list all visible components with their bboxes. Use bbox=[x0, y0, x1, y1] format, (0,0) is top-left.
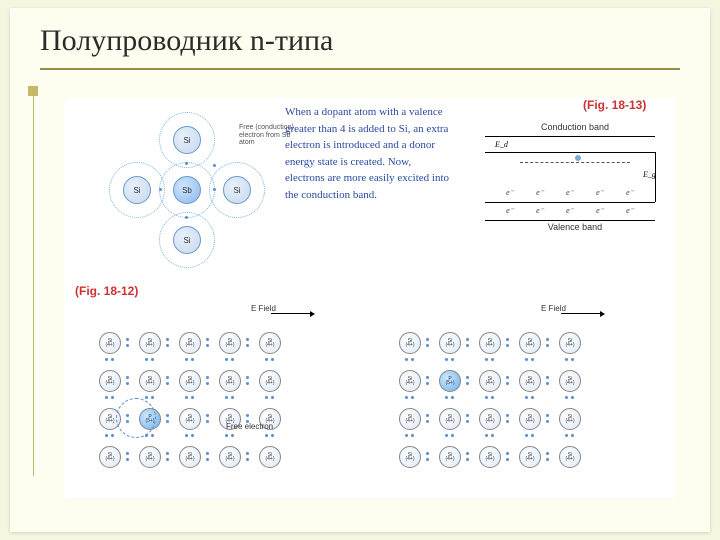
lattice-si-atom: Si(4+) bbox=[399, 332, 421, 354]
lattice-si-atom: Si(4+) bbox=[559, 408, 581, 430]
lattice-si-atom: Si(4+) bbox=[139, 332, 161, 354]
lattice-si-atom: Si(4+) bbox=[259, 370, 281, 392]
lattice-si-atom: Si(4+) bbox=[139, 446, 161, 468]
lattice-si-atom: Si(4+) bbox=[519, 408, 541, 430]
lattice-si-atom: Si(4+) bbox=[439, 446, 461, 468]
lattice-si-atom: Si(4+) bbox=[99, 370, 121, 392]
lattice-si-atom: Si(4+) bbox=[179, 446, 201, 468]
title-underline bbox=[40, 68, 680, 70]
lattice-si-atom: Si(4+) bbox=[479, 408, 501, 430]
lattice-si-atom: Si(4+) bbox=[219, 446, 241, 468]
field-label-right: E Field bbox=[541, 304, 566, 313]
lattice-si-atom: Si(4+) bbox=[519, 446, 541, 468]
lattice-si-atom: Si(4+) bbox=[219, 332, 241, 354]
right-atom: Si bbox=[223, 176, 251, 204]
band-diagram: Conduction band E_d E_g e⁻e⁻e⁻e⁻e⁻ e⁻e⁻e… bbox=[465, 122, 665, 252]
left-atom: Si bbox=[123, 176, 151, 204]
field-arrow-right bbox=[561, 313, 601, 314]
lattice-dopant-atom: P(5+) bbox=[439, 370, 461, 392]
top-atom: Si bbox=[173, 126, 201, 154]
lattice-si-atom: Si(4+) bbox=[99, 446, 121, 468]
lattice-si-atom: Si(4+) bbox=[479, 332, 501, 354]
lattice-diagrams: E Field E Field Si(4+)Si(4+)Si(4+)Si(4+)… bbox=[71, 316, 671, 491]
donor-electron-dot bbox=[575, 155, 581, 161]
lattice-si-atom: Si(4+) bbox=[559, 446, 581, 468]
valence-band-label: Valence band bbox=[505, 222, 645, 232]
valence-electrons-row1: e⁻e⁻e⁻e⁻e⁻ bbox=[495, 188, 645, 197]
figure-label-right: (Fig. 18-13) bbox=[583, 98, 646, 112]
lattice-si-atom: Si(4+) bbox=[139, 370, 161, 392]
lattice-right: Si(4+) Si(4+) Si(4+) Si(4+) Si(4+) Si(4+) P(5+… bbox=[371, 324, 661, 484]
field-label-left: E Field bbox=[251, 304, 276, 313]
accent-square bbox=[28, 86, 38, 96]
lattice-si-atom: Si(4+) bbox=[99, 332, 121, 354]
lattice-si-atom: Si(4+) bbox=[519, 332, 541, 354]
figure-area: Sb Si Si Si Si Free (conduction) electro… bbox=[65, 98, 675, 498]
figure-label-left: (Fig. 18-12) bbox=[75, 284, 138, 298]
lattice-si-atom: Si(4+) bbox=[259, 446, 281, 468]
lattice-si-atom: Si(4+) bbox=[259, 332, 281, 354]
lattice-si-atom: Si(4+) bbox=[479, 370, 501, 392]
lattice-si-atom: Si(4+) bbox=[179, 408, 201, 430]
dopant-ring-left bbox=[116, 398, 156, 438]
lattice-si-atom: Si(4+) bbox=[399, 446, 421, 468]
field-arrow-left bbox=[271, 313, 311, 314]
lattice-si-atom: Si(4+) bbox=[559, 332, 581, 354]
lattice-si-atom: Si(4+) bbox=[399, 408, 421, 430]
ed-label: E_d bbox=[495, 140, 508, 149]
lattice-left: Si(4+) Si(4+) Si(4+) Si(4+) Si(4+) Si(4+) Si(4… bbox=[71, 324, 361, 484]
slide: Полупроводник n-типа Sb Si Si Si Si Free… bbox=[10, 8, 710, 532]
lattice-si-atom: Si(4+) bbox=[399, 370, 421, 392]
conduction-band-label: Conduction band bbox=[505, 122, 645, 132]
free-electron-label: Free electron bbox=[226, 422, 273, 431]
lattice-si-atom: Si(4+) bbox=[439, 408, 461, 430]
lattice-si-atom: Si(4+) bbox=[179, 332, 201, 354]
explanation-text: When a dopant atom with a valence greate… bbox=[285, 104, 450, 203]
bottom-atom: Si bbox=[173, 226, 201, 254]
lattice-si-atom: Si(4+) bbox=[439, 332, 461, 354]
eg-label: E_g bbox=[643, 170, 656, 179]
donor-level bbox=[520, 162, 630, 163]
lattice-si-atom: Si(4+) bbox=[519, 370, 541, 392]
lattice-si-atom: Si(4+) bbox=[219, 370, 241, 392]
lattice-si-atom: Si(4+) bbox=[179, 370, 201, 392]
center-atom: Sb bbox=[173, 176, 201, 204]
accent-vertical-line bbox=[33, 96, 34, 476]
lattice-si-atom: Si(4+) bbox=[479, 446, 501, 468]
five-atom-diagram: Sb Si Si Si Si Free (conduction) electro… bbox=[101, 104, 271, 279]
lattice-si-atom: Si(4+) bbox=[559, 370, 581, 392]
valence-electrons-row2: e⁻e⁻e⁻e⁻e⁻ bbox=[495, 206, 645, 215]
page-title: Полупроводник n-типа bbox=[40, 24, 333, 58]
